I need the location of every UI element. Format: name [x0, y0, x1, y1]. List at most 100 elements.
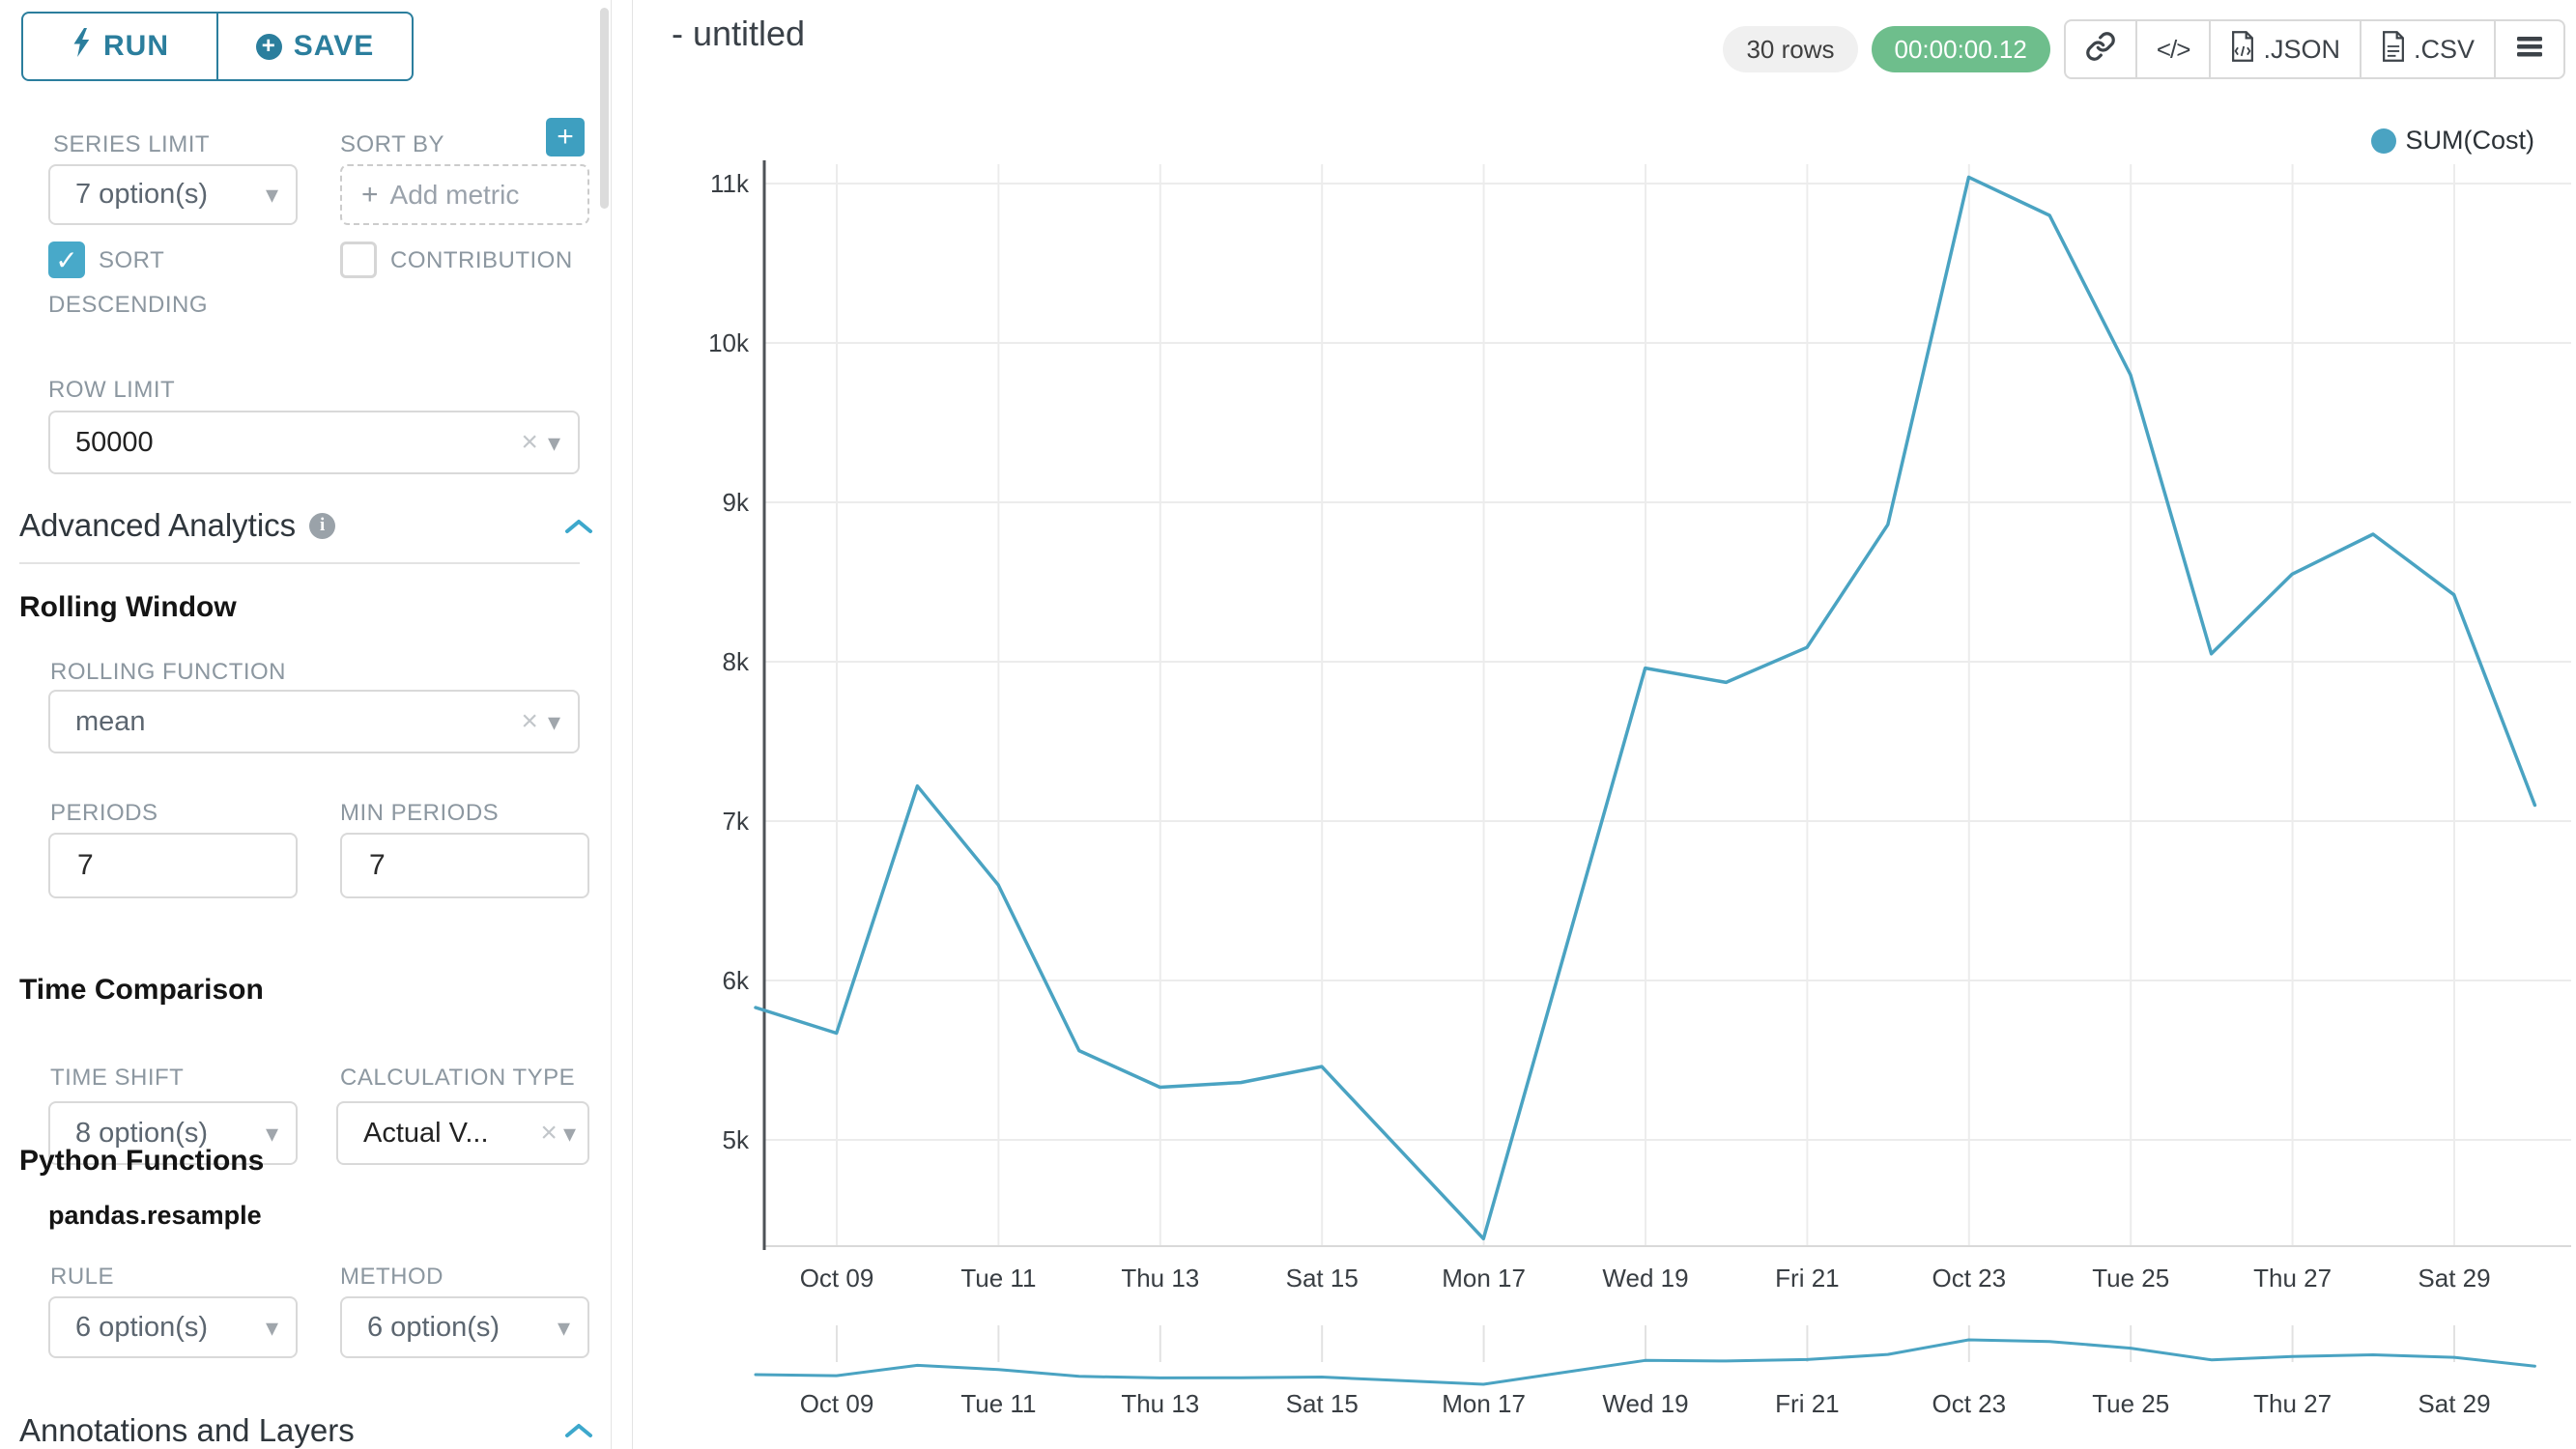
svg-text:5k: 5k: [723, 1125, 750, 1154]
row-limit-value: 50000: [75, 426, 154, 458]
pandas-resample-label: pandas.resample: [48, 1201, 262, 1230]
run-save-button-group: RUN + SAVE: [21, 12, 414, 81]
annotations-title: Annotations and Layers: [19, 1412, 355, 1448]
series-limit-select[interactable]: 7 option(s) ▾: [48, 164, 298, 225]
svg-text:11k: 11k: [710, 169, 750, 198]
svg-text:Tue 25: Tue 25: [2092, 1264, 2169, 1293]
check-icon: ✓: [55, 244, 78, 275]
add-metric-placeholder: Add metric: [389, 179, 520, 210]
export-csv-button[interactable]: .CSV: [2359, 21, 2494, 77]
svg-text:Tue 11: Tue 11: [960, 1389, 1036, 1418]
json-file-icon: [2230, 30, 2255, 69]
save-button[interactable]: + SAVE: [216, 14, 412, 79]
chevron-down-icon: ▾: [557, 1312, 570, 1342]
sort-descending-checkbox[interactable]: ✓: [48, 242, 85, 278]
chevron-down-icon: ▾: [547, 706, 560, 736]
rule-label: RULE: [50, 1264, 115, 1290]
rule-select[interactable]: 6 option(s) ▾: [48, 1296, 298, 1358]
menu-button[interactable]: [2494, 21, 2563, 77]
plus-icon: +: [361, 178, 379, 211]
min-periods-label: MIN PERIODS: [340, 800, 500, 826]
rule-value: 6 option(s): [75, 1311, 209, 1343]
annotations-header[interactable]: Annotations and Layers: [19, 1412, 355, 1449]
svg-text:Sat 29: Sat 29: [2418, 1264, 2490, 1293]
series-limit-value: 7 option(s): [75, 179, 209, 210]
method-label: METHOD: [340, 1264, 444, 1290]
time-shift-value: 8 option(s): [75, 1117, 209, 1149]
chevron-down-icon: ▾: [547, 427, 560, 457]
svg-text:Thu 13: Thu 13: [1121, 1264, 1199, 1293]
min-periods-input[interactable]: [340, 833, 589, 898]
advanced-analytics-header[interactable]: Advanced Analytics i: [19, 507, 336, 544]
collapse-chevron-up-icon[interactable]: [563, 1422, 594, 1444]
csv-file-icon: [2381, 30, 2406, 69]
rolling-function-value: mean: [75, 705, 146, 737]
svg-text:Tue 25: Tue 25: [2092, 1389, 2169, 1418]
control-sidebar: RUN + SAVE SERIES LIMIT SORT BY + 7 opti…: [0, 0, 612, 1449]
add-sort-metric-button[interactable]: +: [546, 118, 585, 156]
chevron-down-icon: ▾: [265, 180, 278, 209]
clear-icon[interactable]: ×: [521, 705, 538, 737]
svg-text:Sat 29: Sat 29: [2418, 1389, 2490, 1418]
svg-text:Thu 27: Thu 27: [2253, 1264, 2332, 1293]
code-icon: </>: [2156, 34, 2191, 64]
sort-by-add-metric[interactable]: + Add metric: [340, 164, 589, 225]
calculation-type-select[interactable]: Actual V... × ▾: [336, 1101, 589, 1165]
row-limit-label: ROW LIMIT: [48, 377, 176, 403]
clear-icon[interactable]: ×: [540, 1117, 558, 1149]
periods-label: PERIODS: [50, 800, 158, 826]
time-shift-select[interactable]: 8 option(s) ▾: [48, 1101, 298, 1165]
svg-text:Sat 15: Sat 15: [1286, 1264, 1359, 1293]
svg-text:9k: 9k: [723, 488, 750, 517]
link-icon: [2085, 31, 2116, 69]
svg-text:7k: 7k: [723, 807, 750, 836]
run-button[interactable]: RUN: [23, 14, 216, 79]
lightning-icon: [71, 28, 92, 65]
svg-text:Wed 19: Wed 19: [1602, 1389, 1688, 1418]
contribution-checkbox[interactable]: [340, 242, 377, 278]
calculation-type-label: CALCULATION TYPE: [340, 1065, 576, 1091]
rolling-function-label: ROLLING FUNCTION: [50, 659, 287, 685]
copy-link-button[interactable]: [2066, 21, 2135, 77]
export-csv-label: .CSV: [2413, 34, 2475, 64]
svg-text:Thu 13: Thu 13: [1121, 1389, 1199, 1418]
export-json-button[interactable]: .JSON: [2209, 21, 2360, 77]
time-shift-label: TIME SHIFT: [50, 1065, 185, 1091]
timeseries-line-chart[interactable]: 11k 10k 9k 8k 7k 6k 5k Oct 09 Oct 09 Tue 11 Tue 11…: [633, 0, 2576, 1449]
embed-code-button[interactable]: </>: [2134, 21, 2210, 77]
info-icon: i: [309, 512, 336, 539]
calculation-type-value: Actual V...: [363, 1117, 489, 1149]
sidebar-scrollbar[interactable]: [600, 8, 609, 209]
row-limit-select[interactable]: 50000 × ▾: [48, 411, 580, 474]
chart-panel: - untitled 30 rows 00:00:00.12 </> .JSON: [632, 0, 2576, 1449]
advanced-analytics-title: Advanced Analytics: [19, 507, 297, 543]
sort-descending-label-1: SORT: [99, 247, 165, 273]
periods-input[interactable]: [48, 833, 298, 898]
svg-text:Oct 23: Oct 23: [1932, 1264, 2007, 1293]
legend-dot-icon: [2370, 128, 2396, 154]
rolling-window-title: Rolling Window: [19, 591, 237, 623]
run-button-label: RUN: [103, 30, 169, 62]
chart-legend[interactable]: SUM(Cost): [2370, 126, 2534, 156]
chart-title[interactable]: - untitled: [672, 14, 806, 53]
chevron-down-icon: ▾: [265, 1118, 278, 1148]
chart-header-actions: 30 rows 00:00:00.12 </> .JSON: [1723, 19, 2565, 79]
sort-descending-label-2: DESCENDING: [48, 292, 209, 318]
method-select[interactable]: 6 option(s) ▾: [340, 1296, 589, 1358]
collapse-chevron-up-icon[interactable]: [563, 518, 594, 540]
plus-circle-icon: +: [255, 33, 282, 60]
method-value: 6 option(s): [367, 1311, 501, 1343]
svg-text:Oct 09: Oct 09: [800, 1389, 874, 1418]
rolling-function-select[interactable]: mean × ▾: [48, 690, 580, 753]
svg-text:Wed 19: Wed 19: [1602, 1264, 1688, 1293]
sort-by-label: SORT BY: [340, 131, 444, 157]
export-toolbar: </> .JSON .CSV: [2063, 19, 2565, 79]
export-json-label: .JSON: [2263, 34, 2340, 64]
hamburger-menu-icon: [2515, 34, 2544, 66]
clear-icon[interactable]: ×: [521, 426, 538, 458]
svg-text:Oct 23: Oct 23: [1932, 1389, 2007, 1418]
svg-text:Oct 09: Oct 09: [800, 1264, 874, 1293]
series-limit-label: SERIES LIMIT: [53, 131, 211, 157]
contribution-label: CONTRIBUTION: [390, 247, 573, 273]
